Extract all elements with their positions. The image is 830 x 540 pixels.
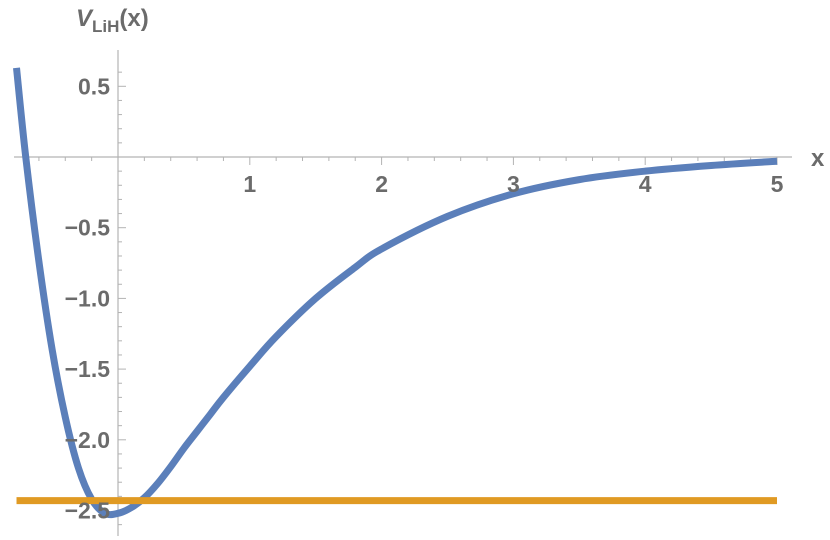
x-axis-label: x bbox=[811, 145, 825, 172]
y-axis-label-sub: LiH bbox=[92, 17, 119, 36]
x-tick-label: 3 bbox=[507, 171, 520, 197]
x-tick-label: 4 bbox=[639, 171, 652, 197]
axis-ticks bbox=[38, 71, 778, 526]
y-tick-label: −2.0 bbox=[65, 427, 110, 453]
y-axis-label: VLiH(x) bbox=[76, 5, 149, 36]
y-axis-label-main: V bbox=[76, 5, 94, 32]
potential-curve-line bbox=[13, 67, 778, 519]
y-axis-label-arg: (x) bbox=[119, 5, 148, 32]
tick-labels: 1 2 3 4 5 0.5 −0.5 −1.0 −1.5 −2.0 −2.5 bbox=[65, 73, 784, 523]
axes bbox=[14, 50, 792, 536]
x-tick-label: 1 bbox=[243, 171, 256, 197]
series-group bbox=[13, 67, 778, 519]
y-tick-label: −2.5 bbox=[65, 498, 111, 524]
x-tick-label: 2 bbox=[375, 171, 388, 197]
y-tick-label: 0.5 bbox=[78, 73, 110, 99]
y-tick-label: −1.5 bbox=[65, 356, 111, 382]
x-tick-label: 5 bbox=[771, 171, 784, 197]
y-tick-label: −1.0 bbox=[65, 285, 110, 311]
y-tick-label: −0.5 bbox=[65, 215, 111, 241]
